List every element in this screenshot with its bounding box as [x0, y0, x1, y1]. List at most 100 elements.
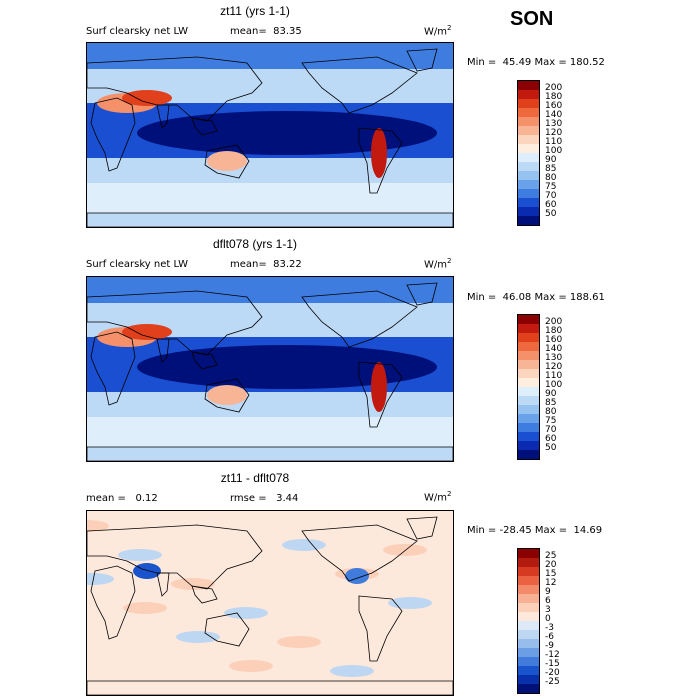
diff-patch [277, 636, 321, 648]
coastline-seasia [191, 117, 218, 136]
panel-3-colorbar [517, 548, 540, 694]
colorbar-label: -6 [545, 632, 554, 642]
colorbar-label: 160 [545, 335, 563, 345]
colorbar-swatch [518, 432, 539, 441]
colorbar-swatch [518, 90, 539, 99]
colorbar-swatch [518, 162, 539, 171]
panel-2-mean: mean= 83.22 [230, 259, 302, 270]
colorbar-swatch [518, 324, 539, 333]
andes-field [371, 362, 387, 412]
coastline-seasia [191, 351, 218, 370]
colorbar-swatch [518, 396, 539, 405]
diff-patch [224, 607, 268, 619]
southern-band [87, 183, 453, 213]
coastline-india [156, 572, 170, 597]
panel-3-map [86, 510, 454, 696]
panel-3-units: W/m2 [424, 490, 452, 504]
colorbar-swatch [518, 666, 539, 675]
coastline-samerica [358, 127, 403, 194]
colorbar-swatch [518, 180, 539, 189]
colorbar-label: -3 [545, 623, 554, 633]
panel-1-title: zt11 (yrs 1-1) [220, 4, 290, 18]
colorbar-swatch [518, 612, 539, 621]
coastline-australia [204, 378, 250, 413]
panel-2-title: dflt078 (yrs 1-1) [212, 237, 298, 251]
panel-2-variable: Surf clearsky net LW [86, 259, 189, 270]
colorbar-swatch [518, 549, 539, 558]
colorbar-label: 140 [545, 344, 563, 354]
colorbar-label: 200 [545, 317, 563, 327]
diff-patch [229, 660, 273, 672]
diff-patch [388, 597, 432, 609]
coastline-india [156, 104, 170, 129]
colorbar-swatch [518, 423, 539, 432]
colorbar-swatch [518, 333, 539, 342]
colorbar-label: 60 [545, 434, 557, 444]
panel-1-map [86, 42, 454, 228]
panel-3-title: zt11 - dflt078 [220, 471, 290, 485]
coastline-samerica [358, 595, 403, 662]
colorbar-label: 130 [545, 353, 563, 363]
colorbar-label: 15 [545, 569, 557, 579]
colorbar-swatch [518, 315, 539, 324]
colorbar-label: 100 [545, 146, 563, 156]
colorbar-swatch [518, 360, 539, 369]
colorbar-label: 6 [545, 596, 551, 606]
colorbar-label: 120 [545, 362, 563, 372]
arabia-field [122, 90, 172, 106]
colorbar-label: 180 [545, 326, 563, 336]
diff-patch [176, 631, 220, 643]
colorbar-swatch [518, 414, 539, 423]
colorbar-label: 9 [545, 587, 551, 597]
colorbar-label: -15 [545, 659, 560, 669]
colorbar-label: 60 [545, 200, 557, 210]
diff-patch [123, 602, 167, 614]
coastline-australia [204, 144, 250, 179]
colorbar-swatch [518, 144, 539, 153]
colorbar-swatch [518, 126, 539, 135]
panel-3-rmse: rmse = 3.44 [230, 493, 299, 504]
southern-band [87, 417, 453, 447]
australia-field [207, 385, 247, 405]
andes-field [371, 128, 387, 178]
colorbar-label: 50 [545, 443, 557, 453]
coastline-antarctica [87, 680, 453, 695]
colorbar-label: 0 [545, 614, 551, 624]
colorbar-label: -9 [545, 641, 554, 651]
pacific-warm-pool [137, 111, 437, 155]
pacific-warm-pool [137, 345, 437, 389]
colorbar-label: 80 [545, 173, 557, 183]
colorbar-label: 130 [545, 119, 563, 129]
colorbar-label: 70 [545, 425, 557, 435]
colorbar-swatch [518, 351, 539, 360]
diff-patch [282, 539, 326, 551]
colorbar-swatch [518, 216, 539, 225]
colorbar-swatch [518, 369, 539, 378]
colorbar-swatch [518, 630, 539, 639]
colorbar-swatch [518, 675, 539, 684]
colorbar-swatch [518, 387, 539, 396]
colorbar-swatch [518, 639, 539, 648]
coastline-antarctica [87, 446, 453, 461]
coastline-africa [90, 331, 136, 406]
colorbar-swatch [518, 576, 539, 585]
arctic-band [87, 277, 453, 303]
coastline-antarctica [87, 212, 453, 227]
colorbar-label: 85 [545, 164, 557, 174]
colorbar-label: 25 [545, 551, 557, 561]
colorbar-label: 200 [545, 83, 563, 93]
colorbar-swatch [518, 621, 539, 630]
panel-2-minmax: Min = 46.08 Max = 188.61 [467, 292, 605, 303]
colorbar-label: 180 [545, 92, 563, 102]
colorbar-swatch [518, 108, 539, 117]
colorbar-label: 3 [545, 605, 551, 615]
colorbar-label: 75 [545, 416, 557, 426]
colorbar-swatch [518, 684, 539, 693]
colorbar-label: 90 [545, 155, 557, 165]
diff-negative [345, 568, 369, 584]
colorbar-label: 160 [545, 101, 563, 111]
coastline-greenland [406, 48, 438, 72]
coastline-india [156, 338, 170, 363]
colorbar-label: 20 [545, 560, 557, 570]
colorbar-label: 90 [545, 389, 557, 399]
